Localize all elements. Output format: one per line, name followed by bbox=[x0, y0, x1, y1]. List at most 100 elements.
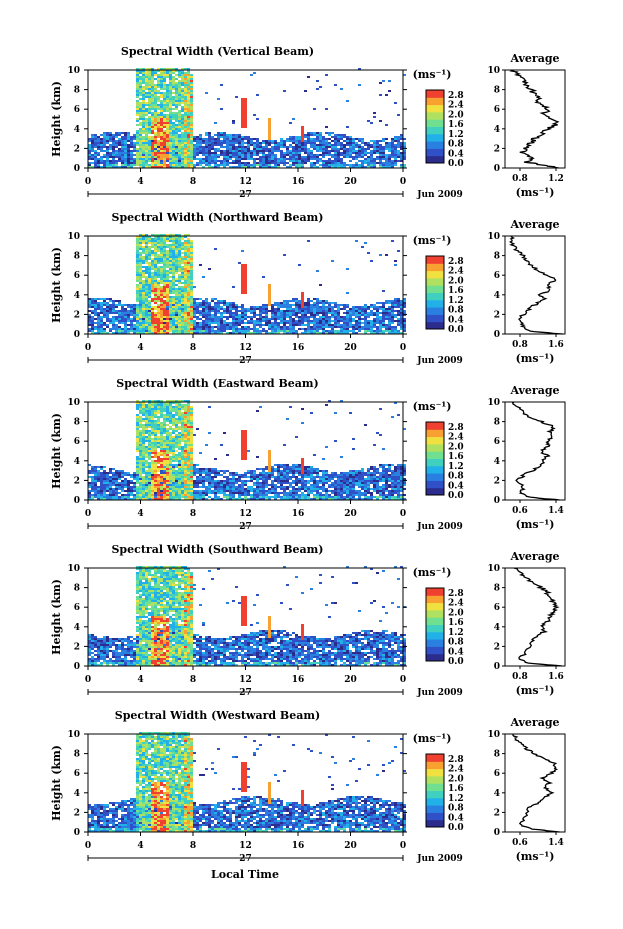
x-tick-label: 4 bbox=[137, 177, 143, 187]
y-tick-label: 8 bbox=[74, 584, 80, 594]
colorbar-segment bbox=[426, 321, 444, 330]
colorbar-segment bbox=[426, 609, 444, 618]
avg-y-tick-label: 4 bbox=[494, 291, 500, 301]
colorbar-segment bbox=[426, 292, 444, 301]
x-tick-label: 16 bbox=[292, 675, 305, 685]
average-frame bbox=[504, 567, 566, 667]
y-axis-label: Height (km) bbox=[50, 413, 63, 489]
avg-x-tick-label: 1.6 bbox=[548, 340, 564, 350]
x-tick-label: 0 bbox=[400, 675, 406, 685]
average-frame bbox=[504, 401, 566, 501]
avg-y-tick-label: 10 bbox=[487, 398, 500, 408]
colorbar-tick-label: 2.0 bbox=[448, 276, 464, 286]
colorbar-segment bbox=[426, 307, 444, 315]
x-tick-label: 16 bbox=[292, 509, 305, 519]
y-tick-label: 10 bbox=[67, 232, 80, 242]
y-tick-label: 2 bbox=[74, 144, 80, 154]
avg-y-tick-label: 4 bbox=[494, 789, 500, 799]
average-profile-line bbox=[509, 235, 563, 335]
x-tick-label: 16 bbox=[292, 177, 305, 187]
colorbar-segment bbox=[426, 111, 444, 120]
panel-title: Spectral Width (Southward Beam) bbox=[111, 543, 323, 556]
x-tick-label: 8 bbox=[190, 343, 196, 353]
colorbar-segment bbox=[426, 285, 444, 293]
colorbar-tick-label: 2.8 bbox=[448, 257, 464, 267]
y-axis-label: Height (km) bbox=[50, 745, 63, 821]
heatmap-cells bbox=[88, 68, 406, 168]
avg-y-tick-label: 4 bbox=[494, 125, 500, 135]
colorbar-tick-label: 2.4 bbox=[448, 433, 464, 443]
avg-x-tick-label: 1.4 bbox=[548, 506, 564, 516]
avg-y-tick-label: 6 bbox=[494, 271, 500, 281]
average-unit: (ms⁻¹) bbox=[516, 186, 555, 199]
x-tick-label: 8 bbox=[190, 177, 196, 187]
x-tick-label: 16 bbox=[292, 343, 305, 353]
y-tick-label: 10 bbox=[67, 730, 80, 740]
y-tick-label: 4 bbox=[74, 291, 80, 301]
x-tick-label: 0 bbox=[400, 509, 406, 519]
colorbar-segment bbox=[426, 768, 444, 777]
y-tick-label: 0 bbox=[74, 662, 80, 672]
x-tick-label: 16 bbox=[292, 841, 305, 851]
avg-y-tick-label: 0 bbox=[494, 662, 500, 672]
x-axis-label: Local Time bbox=[211, 868, 279, 881]
colorbar-tick-label: 1.6 bbox=[448, 120, 464, 130]
colorbar-segment bbox=[426, 277, 444, 286]
panel-title: Spectral Width (Northward Beam) bbox=[112, 211, 324, 224]
average-profile-line bbox=[511, 401, 560, 501]
y-tick-label: 6 bbox=[74, 603, 80, 613]
x-tick-label: 0 bbox=[400, 841, 406, 851]
average-title: Average bbox=[509, 218, 559, 231]
y-tick-label: 8 bbox=[74, 750, 80, 760]
colorbar-segment bbox=[426, 790, 444, 799]
y-tick-label: 2 bbox=[74, 310, 80, 320]
colorbar-tick-label: 2.0 bbox=[448, 110, 464, 120]
colorbar-tick-label: 0.0 bbox=[448, 325, 464, 335]
colorbar-tick-label: 2.8 bbox=[448, 755, 464, 765]
colorbar-tick-label: 0.0 bbox=[448, 491, 464, 501]
colorbar-segment bbox=[426, 141, 444, 149]
avg-y-tick-label: 4 bbox=[494, 457, 500, 467]
avg-x-tick-label: 0.8 bbox=[512, 340, 528, 350]
avg-y-tick-label: 0 bbox=[494, 164, 500, 174]
avg-y-tick-label: 6 bbox=[494, 769, 500, 779]
x-tick-label: 8 bbox=[190, 675, 196, 685]
colorbar-segment bbox=[426, 429, 444, 438]
colorbar-tick-label: 1.6 bbox=[448, 618, 464, 628]
colorbar-segment bbox=[426, 119, 444, 127]
avg-y-tick-label: 8 bbox=[494, 86, 500, 96]
colorbar-segment bbox=[426, 133, 444, 142]
colorbar-tick-label: 2.0 bbox=[448, 442, 464, 452]
avg-x-tick-label: 0.8 bbox=[512, 174, 528, 184]
y-tick-label: 4 bbox=[74, 457, 80, 467]
heatmap-cells bbox=[88, 732, 406, 832]
colorbar-segment bbox=[426, 646, 444, 655]
average-unit: (ms⁻¹) bbox=[516, 850, 555, 863]
colorbar-tick-label: 2.8 bbox=[448, 91, 464, 101]
colorbar-tick-label: 1.2 bbox=[448, 794, 464, 804]
avg-y-tick-label: 6 bbox=[494, 603, 500, 613]
colorbar-segment bbox=[426, 443, 444, 452]
average-unit: (ms⁻¹) bbox=[516, 352, 555, 365]
x-tick-label: 4 bbox=[137, 841, 143, 851]
y-tick-label: 10 bbox=[67, 66, 80, 76]
y-axis-label: Height (km) bbox=[50, 247, 63, 323]
colorbar-tick-label: 2.0 bbox=[448, 774, 464, 784]
x-tick-label: 4 bbox=[137, 509, 143, 519]
avg-y-tick-label: 2 bbox=[494, 642, 500, 652]
y-tick-label: 2 bbox=[74, 642, 80, 652]
avg-y-tick-label: 6 bbox=[494, 437, 500, 447]
colorbar-segment bbox=[426, 148, 444, 157]
x-tick-label: 8 bbox=[190, 509, 196, 519]
x-tick-label: 20 bbox=[344, 177, 357, 187]
avg-x-tick-label: 1.2 bbox=[548, 174, 564, 184]
avg-x-tick-label: 0.8 bbox=[512, 672, 528, 682]
heatmap-cells bbox=[88, 234, 406, 334]
date-month-year: Jun 2009 bbox=[416, 688, 463, 698]
y-tick-label: 8 bbox=[74, 418, 80, 428]
avg-y-tick-label: 2 bbox=[494, 808, 500, 818]
y-tick-label: 4 bbox=[74, 623, 80, 633]
colorbar-segment bbox=[426, 422, 444, 430]
colorbar-tick-label: 0.8 bbox=[448, 638, 464, 648]
